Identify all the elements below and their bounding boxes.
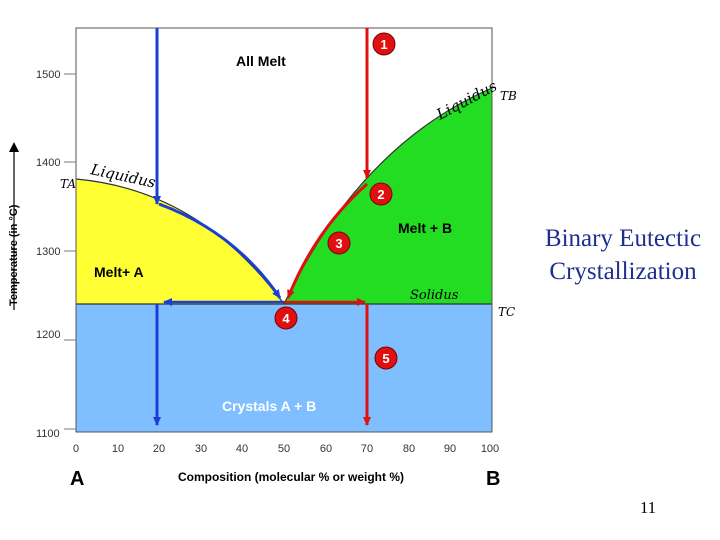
x-tick-label: 80: [403, 443, 415, 455]
plot-frame: [75, 27, 493, 433]
x-tick-label: 70: [361, 443, 373, 455]
y-axis: 1500 1400 1300 1200 1100: [36, 69, 76, 440]
melt-b-label: Melt + B: [398, 220, 452, 236]
page-number: 11: [639, 498, 657, 517]
melt-a-label: Melt+ A: [94, 264, 144, 280]
x-tick-label: 20: [153, 443, 165, 455]
ta-label: TA: [60, 177, 76, 191]
step-number: 1: [380, 37, 387, 52]
crystals-label: Crystals A + B: [222, 398, 316, 414]
y-axis-title: Temperature (in °C): [8, 142, 20, 310]
step-badge-4: 4: [274, 306, 298, 330]
step-badge-2: 2: [369, 182, 393, 206]
tb-label: TB: [500, 89, 517, 103]
tc-label: TC: [498, 305, 515, 319]
step-number: 4: [282, 311, 290, 326]
slide-title-line-2: Crystallization: [549, 258, 697, 285]
step-badge-3: 3: [327, 231, 351, 255]
x-tick-label: 90: [444, 443, 456, 455]
y-axis-label: Temperature (in °C): [8, 204, 20, 306]
x-tick-label: 100: [481, 443, 499, 455]
y-tick-label: 1400: [36, 157, 60, 169]
step-number: 5: [382, 351, 389, 366]
component-b-label: B: [486, 468, 500, 490]
x-axis-label: Composition (molecular % or weight %): [178, 470, 404, 484]
step-number: 3: [335, 236, 342, 251]
x-tick-label: 10: [112, 443, 124, 455]
slide-title-line-1: Binary Eutectic: [544, 225, 702, 252]
y-tick-label: 1100: [36, 428, 60, 440]
step-number: 2: [377, 187, 384, 202]
blue-cooling-path: [153, 28, 284, 426]
x-tick-label: 50: [278, 443, 290, 455]
y-tick-label: 1500: [36, 69, 60, 81]
solidus-label: Solidus: [410, 288, 459, 303]
x-tick-label: 30: [195, 443, 207, 455]
x-tick-label: 40: [236, 443, 248, 455]
slide-title: Binary Eutectic Crystallization: [528, 222, 718, 288]
x-axis: 0 10 20 30 40 50 60 70 80 90 100: [73, 443, 499, 455]
y-tick-label: 1300: [36, 246, 60, 258]
all-melt-label: All Melt: [236, 53, 286, 69]
y-tick-label: 1200: [36, 329, 60, 341]
step-badge-5: 5: [374, 346, 398, 370]
step-badge-1: 1: [372, 32, 396, 56]
x-tick-label: 0: [73, 443, 79, 455]
x-tick-label: 60: [320, 443, 332, 455]
melt-a-region: [76, 179, 284, 304]
component-a-label: A: [70, 468, 84, 490]
red-cooling-path: [284, 28, 371, 426]
